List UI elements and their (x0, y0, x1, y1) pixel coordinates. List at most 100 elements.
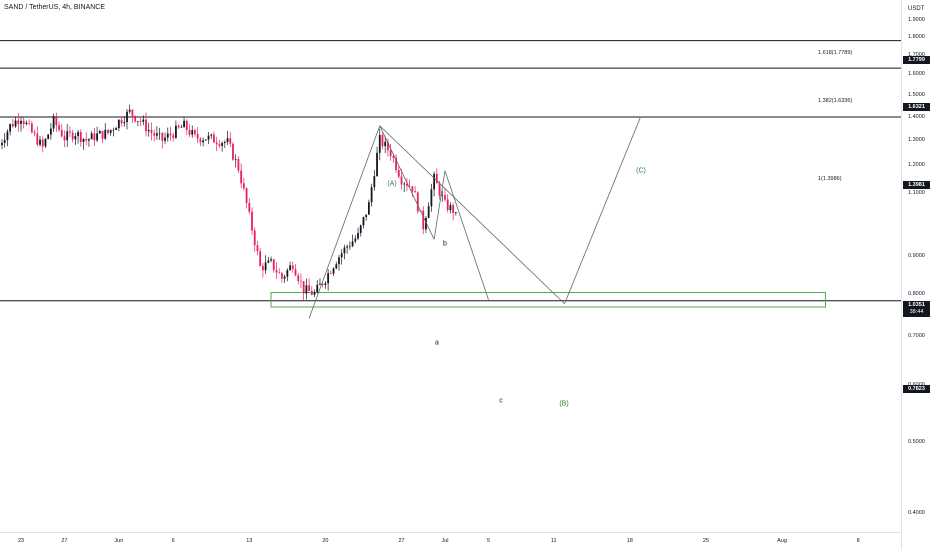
candle-body (425, 217, 427, 230)
candle-body (172, 135, 175, 138)
candle-body (234, 158, 237, 160)
candle-body (403, 183, 406, 185)
candle-body (210, 134, 213, 136)
candle-body (340, 253, 343, 258)
candle-body (373, 176, 376, 188)
candle-body (126, 111, 128, 123)
candle-body (164, 137, 166, 141)
candle-body (221, 143, 224, 146)
candle-body (446, 199, 449, 211)
candle-body (313, 292, 316, 295)
price-tick-label: 1.4000 (908, 113, 925, 120)
candle-body (79, 132, 82, 142)
candle-body (242, 183, 245, 189)
candle-body (441, 195, 444, 196)
candle-body (362, 217, 365, 226)
candle-body (329, 273, 332, 274)
candle-body (115, 128, 118, 130)
current-price-value: 1.0351 (908, 302, 925, 308)
candle-body (248, 202, 251, 212)
candle-body (245, 188, 248, 203)
candle-body (316, 284, 319, 293)
price-tick-label: 1.1000 (908, 189, 925, 196)
candle-body (90, 133, 93, 140)
time-tick-label: 18 (626, 538, 633, 544)
candle-body (1, 142, 3, 146)
candle-body (60, 129, 63, 137)
time-tick-label: 23 (17, 538, 25, 544)
candle-body (150, 129, 153, 134)
wave-label-c: c (499, 397, 503, 405)
candle-body (261, 265, 264, 271)
wave-line-b-c (444, 170, 489, 300)
candle-body (281, 273, 283, 279)
candle-body (270, 259, 272, 261)
candle-body (69, 131, 71, 133)
price-tick-label: 1.9000 (908, 17, 925, 23)
candle-body (381, 134, 384, 147)
candle-body (389, 150, 392, 157)
candle-body (365, 214, 368, 218)
candle-body (39, 139, 41, 145)
candle-body (319, 283, 321, 285)
candle-body (414, 191, 416, 193)
candle-body (251, 211, 253, 231)
candle-body (175, 125, 177, 138)
candle-body (302, 281, 305, 294)
wave-line-B-C (564, 116, 642, 304)
candle-body (395, 157, 397, 170)
candle-body (185, 120, 188, 130)
candle-body (52, 116, 55, 129)
candle-body (101, 131, 104, 139)
candle-body (6, 131, 9, 140)
wave-label-a: a (435, 339, 439, 347)
wave-label-b: b (443, 240, 447, 248)
candle-body (204, 139, 207, 141)
candle-body (123, 122, 126, 124)
candle-body (454, 212, 457, 214)
fib-1382-price-tag: 1.6321 (903, 103, 930, 111)
candle-body (348, 246, 351, 247)
candle-body (275, 269, 278, 273)
candle-body (28, 122, 31, 124)
candle-body (3, 139, 6, 143)
candle-body (232, 143, 234, 160)
fib-1618-price-tag: 1.7799 (903, 56, 930, 64)
candle-body (33, 132, 36, 134)
candle-body (226, 138, 229, 142)
candle-body (305, 285, 308, 294)
candle-body (199, 138, 202, 143)
price-tick-label: 1.3000 (908, 137, 925, 144)
candle-body (77, 132, 79, 137)
candle-body (183, 120, 185, 128)
candle-body (155, 133, 158, 136)
time-tick-label: 6 (171, 538, 175, 544)
candle-body (310, 290, 313, 295)
candle-body (272, 259, 275, 270)
candle-body (145, 119, 147, 132)
candle-body (427, 206, 430, 218)
candle-body (153, 133, 156, 136)
candle-body (196, 134, 199, 139)
candle-body (370, 187, 373, 203)
candle-body (346, 246, 349, 248)
fib-1618-label: 1.618(1.7789) (818, 50, 853, 56)
candle-body (430, 189, 433, 207)
candle-body (357, 232, 359, 239)
support-price-tag: 0.7823 (903, 385, 930, 393)
candle-body (392, 156, 395, 158)
candle-body (416, 192, 419, 212)
time-tick-label: 5 (486, 538, 490, 544)
candle-body (359, 225, 362, 233)
candle-body (202, 140, 204, 143)
candle-body (136, 121, 139, 122)
price-tick-label: 0.5000 (908, 439, 925, 446)
candle-body (36, 133, 39, 145)
candle-body (22, 120, 25, 125)
price-tick-label: 0.9000 (908, 253, 925, 260)
candle-body (74, 136, 77, 140)
candle-body (134, 115, 137, 122)
time-tick-label: 25 (702, 538, 709, 544)
